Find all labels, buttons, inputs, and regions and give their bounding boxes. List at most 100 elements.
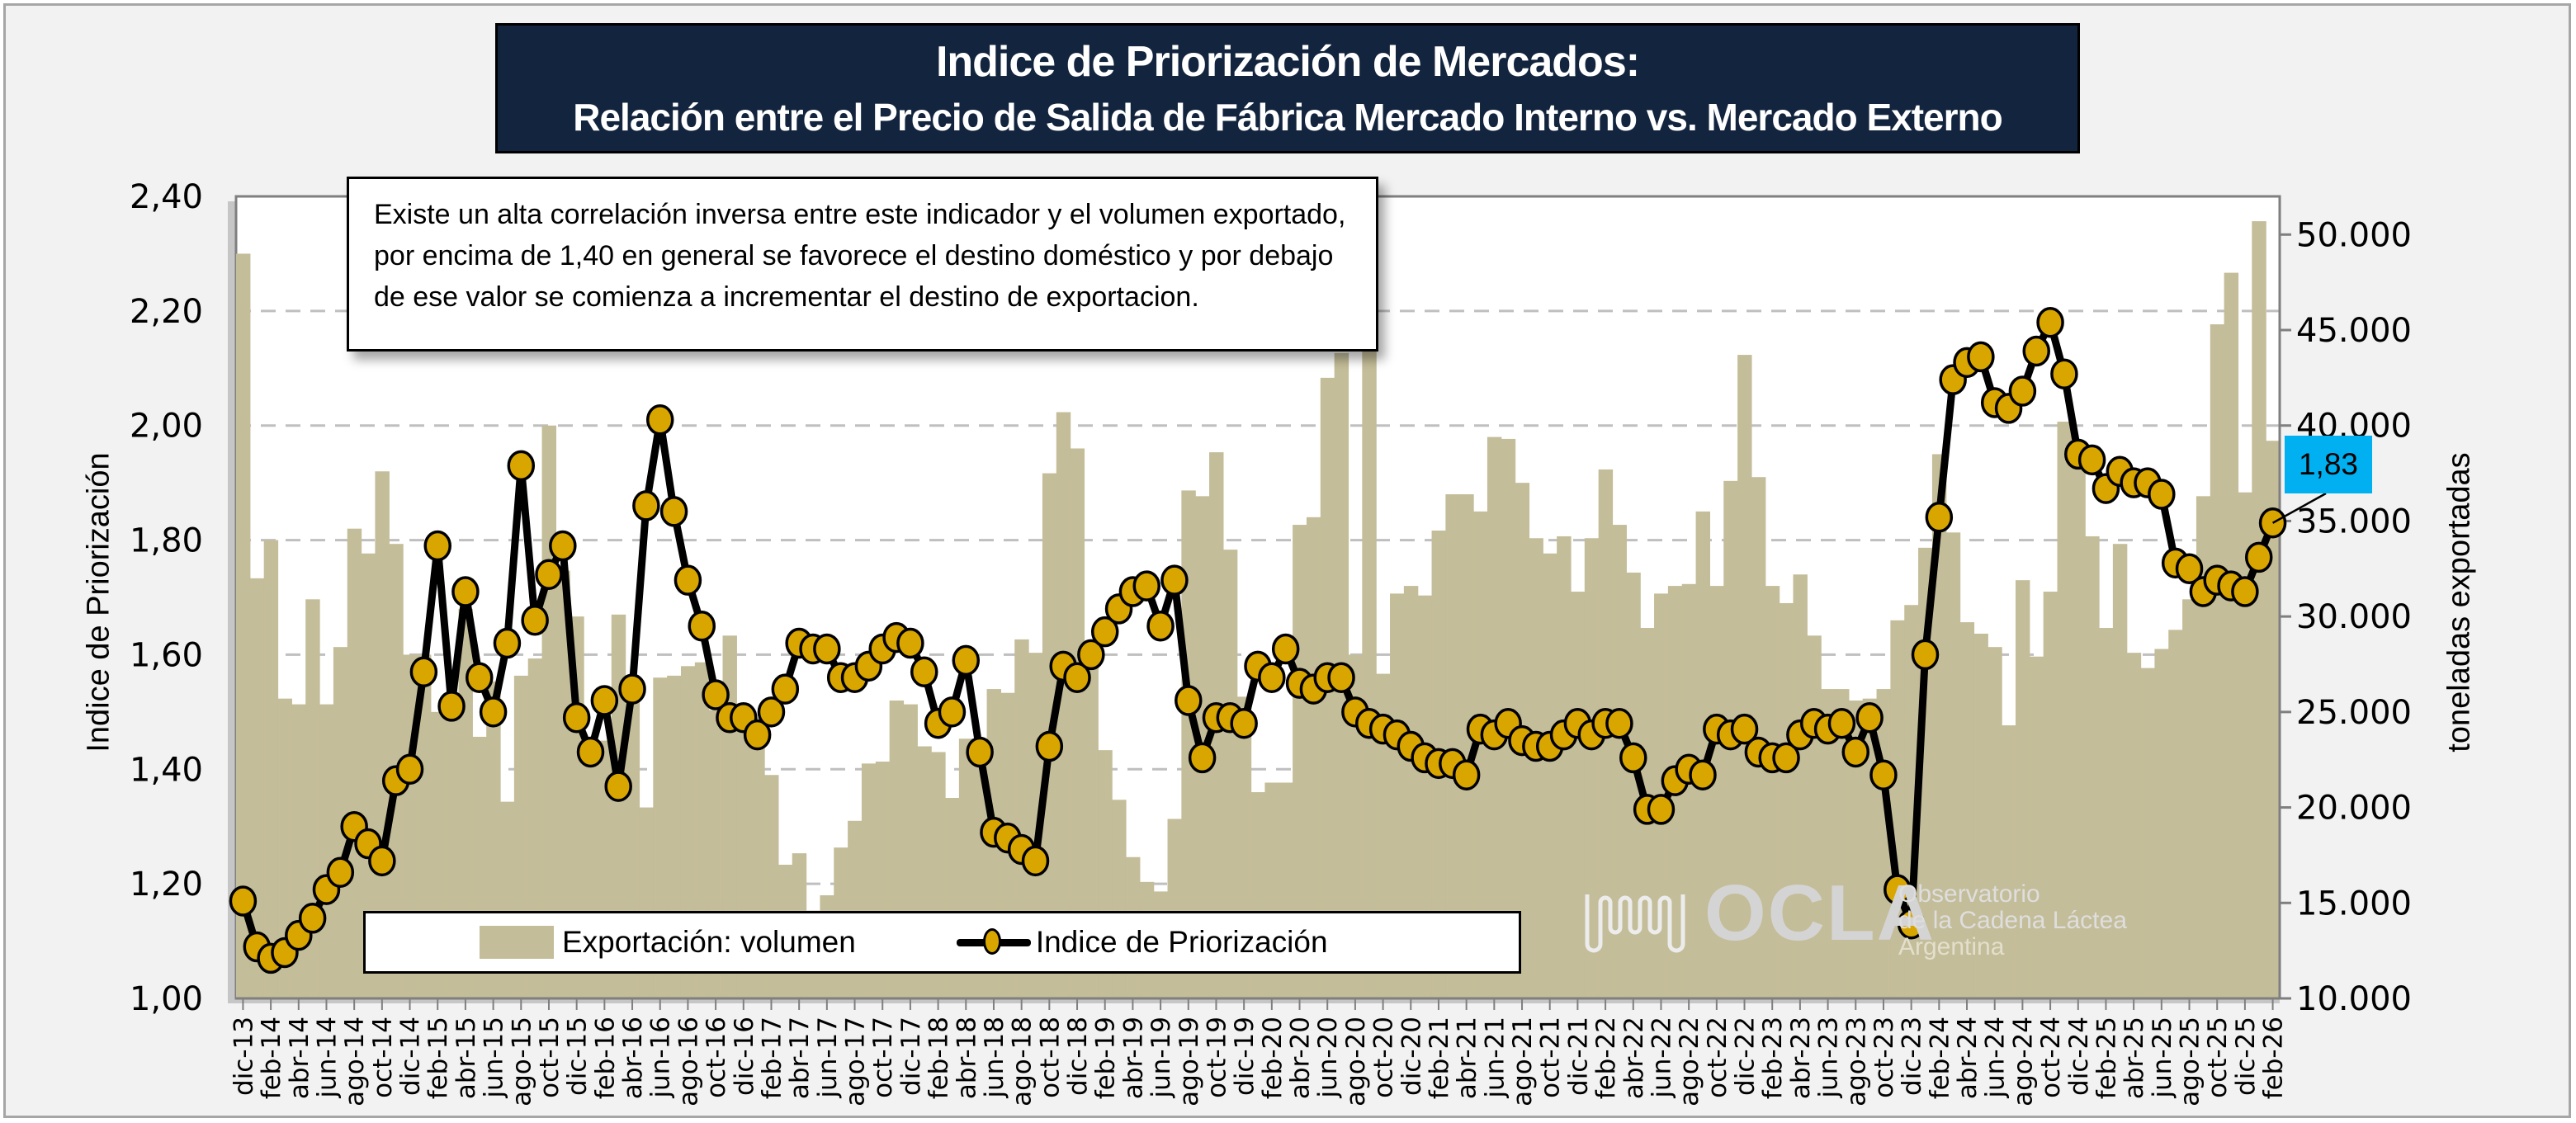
x-tick-label: dic-19 [1230,1017,1260,1096]
x-tick-label: oct-21 [1536,1017,1566,1098]
x-tick-label: feb-24 [1925,1017,1954,1099]
x-tick-label: jun-23 [1814,1017,1844,1099]
data-point [604,771,632,802]
x-tick-label: abr-14 [285,1017,314,1099]
data-point [702,679,730,710]
data-point [1869,759,1898,790]
data-point [466,662,494,693]
data-point [423,530,451,562]
data-point [535,559,563,590]
data-point [1897,908,1926,940]
x-tick-label: abr-21 [1453,1017,1482,1099]
x-tick-label: abr-19 [1118,1017,1148,1099]
data-point [1452,759,1481,790]
data-point [368,845,396,877]
bar [2112,544,2128,998]
data-point [590,685,619,716]
legend-label-index: Indice de Priorización [1035,925,1328,959]
x-tick-label: ago-20 [1341,1017,1371,1106]
data-point [952,644,981,677]
bar [1181,490,1196,998]
x-tick-label: dic-17 [896,1017,926,1096]
x-tick-label: abr-20 [1286,1017,1316,1099]
bar [1931,454,1947,998]
x-tick-label: oct-24 [2036,1017,2066,1098]
data-point [2050,358,2078,389]
x-tick-label: ago-17 [841,1017,871,1106]
x-tick-label: oct-14 [368,1017,398,1098]
bar [1695,511,1711,998]
x-tick-label: abr-23 [1786,1017,1816,1099]
x-tick-label: dic-18 [1063,1017,1093,1096]
x-tick-label: abr-24 [1953,1017,1983,1099]
bar [1821,689,1836,998]
bar [2168,630,2183,998]
x-tick-label: oct-22 [1703,1017,1732,1098]
data-point [1021,845,1050,877]
bar [1487,436,1502,998]
bar [555,570,570,998]
data-point [757,696,786,728]
legend-label-volume: Exportación: volumen [562,925,856,959]
legend-item-index: Indice de Priorización [856,925,1328,960]
data-point [1689,759,1717,790]
bar [277,698,292,998]
bar [1709,586,1724,998]
data-point [1230,707,1258,739]
bar [1848,700,1864,998]
data-point [1188,742,1217,774]
data-point [451,576,480,607]
data-point [1146,610,1175,642]
last-value-callout: 1,83 [2285,436,2372,493]
x-tick-label: oct-19 [1202,1017,1231,1098]
bar [2238,492,2252,998]
x-tick-label: jun-22 [1647,1017,1676,1099]
bar [1222,550,1238,998]
chart-title: Indice de Priorización de Mercados: [935,38,1640,86]
bar [2126,653,2142,998]
x-tick-label: jun-25 [2148,1017,2177,1099]
bar [1807,635,1822,998]
bar [2266,441,2281,998]
left-tick-label: 2,00 [130,408,203,446]
bar [1890,620,1905,998]
x-tick-label: abr-25 [2120,1017,2149,1099]
data-point [688,610,716,642]
x-tick-label: dic-23 [1898,1017,1927,1096]
x-tick-label: jun-16 [646,1017,676,1099]
chart-subtitle: Relación entre el Precio de Salida de Fá… [573,96,2003,139]
bar [1959,622,1975,998]
x-tick-label: feb-15 [423,1017,453,1099]
bar [1626,572,1641,998]
x-tick-label: feb-14 [257,1017,286,1099]
bar [1681,583,1697,998]
bar [2252,221,2266,999]
x-tick-label: feb-19 [1091,1017,1121,1099]
x-tick-label: jun-15 [480,1017,509,1099]
bar [1835,689,1850,998]
data-point [2008,375,2037,407]
x-tick-label: oct-25 [2203,1017,2233,1098]
x-tick-label: dic-21 [1563,1017,1593,1096]
data-point [618,673,646,705]
left-tick-label: 1,00 [130,980,203,1018]
left-tick-label: 2,20 [130,293,203,331]
data-point [1911,639,1940,671]
bar [611,614,626,998]
data-point [2175,553,2204,585]
x-tick-label: feb-26 [2259,1017,2289,1099]
bar [1306,517,1321,998]
data-point [1605,707,1633,739]
bar [1779,602,1794,998]
bar [2002,725,2016,998]
bar [1403,586,1419,998]
left-tick-label: 1,40 [130,751,203,789]
x-tick-label: feb-16 [590,1017,620,1099]
data-point [743,719,772,751]
data-point [1271,633,1300,665]
bar [319,704,334,998]
x-tick-label: dic-13 [229,1017,258,1096]
x-tick-label: dic-16 [730,1017,759,1096]
right-axis-title: toneladas exportadas [2441,452,2477,753]
bar [1557,536,1572,998]
